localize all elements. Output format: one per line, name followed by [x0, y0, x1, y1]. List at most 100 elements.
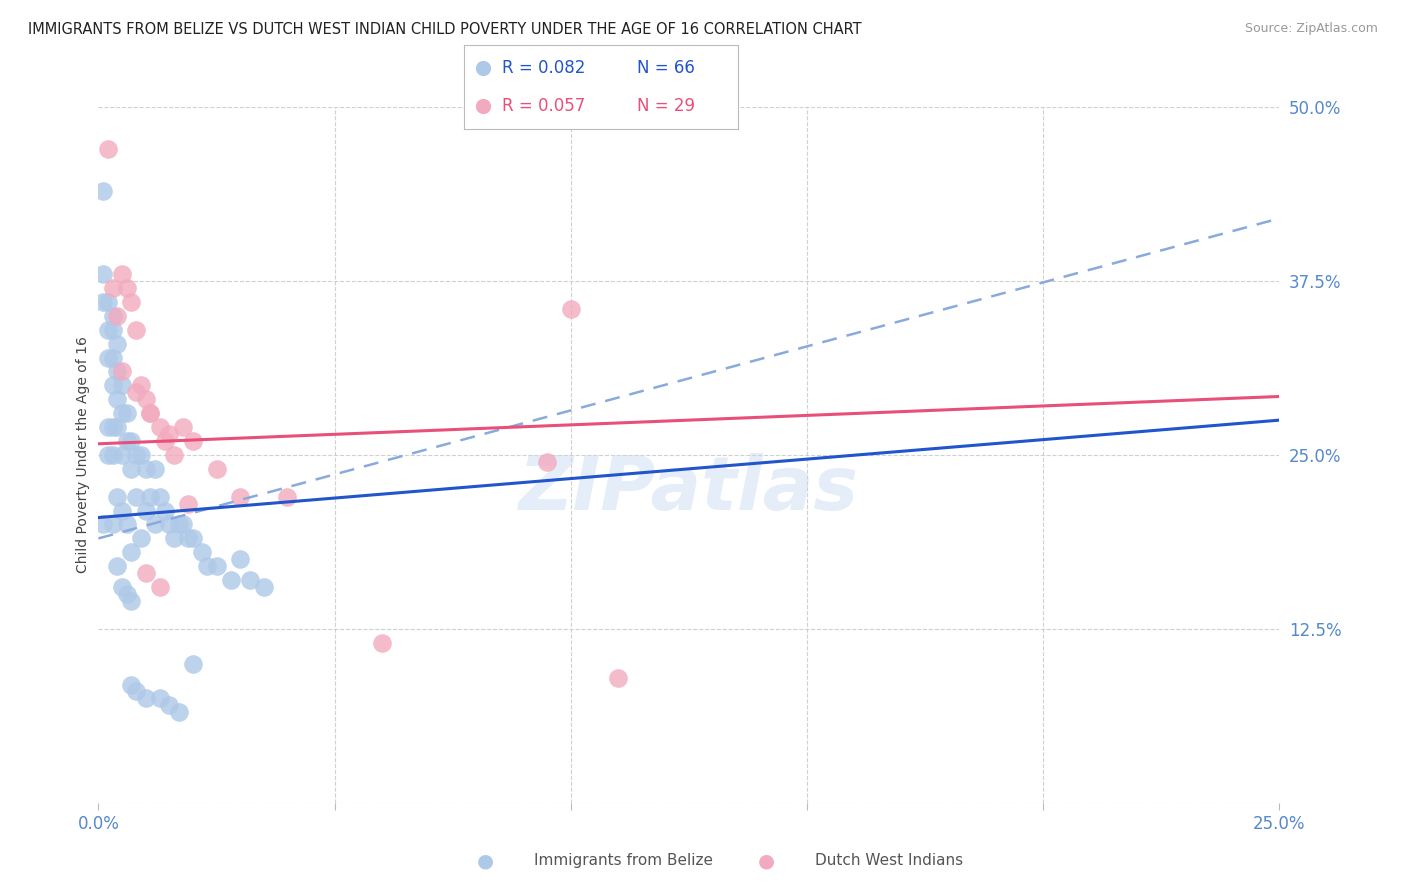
Point [172, 420, 194, 434]
Point [153, 503, 176, 517]
Point [97, 294, 120, 309]
Point [105, 420, 128, 434]
Point [101, 323, 124, 337]
Point [101, 281, 124, 295]
Point [129, 532, 152, 546]
Point [149, 420, 172, 434]
Point [143, 517, 166, 532]
Point [115, 281, 138, 295]
Point [253, 580, 276, 594]
Text: N = 29: N = 29 [637, 96, 695, 114]
Point [101, 420, 124, 434]
Point [135, 566, 157, 581]
Point [607, 671, 630, 685]
Point [125, 684, 148, 698]
Text: IMMIGRANTS FROM BELIZE VS DUTCH WEST INDIAN CHILD POVERTY UNDER THE AGE OF 16 CO: IMMIGRANTS FROM BELIZE VS DUTCH WEST IND… [28, 22, 862, 37]
Point [97, 142, 120, 156]
Point [101, 309, 124, 323]
Point [181, 434, 204, 448]
Point [105, 559, 128, 574]
Point [97, 351, 120, 365]
Point [115, 587, 138, 601]
Point [181, 532, 204, 546]
Point [129, 378, 152, 392]
Point [139, 490, 162, 504]
Point [157, 517, 180, 532]
Point [105, 490, 128, 504]
Point [125, 385, 148, 400]
Point [371, 636, 394, 650]
Point [153, 434, 176, 448]
Point [167, 706, 190, 720]
Point [177, 532, 200, 546]
Point [125, 323, 148, 337]
Point [111, 580, 134, 594]
Point [91, 184, 114, 198]
Point [91, 267, 114, 281]
Point [229, 552, 252, 566]
Point [135, 462, 157, 476]
Point [135, 392, 157, 407]
Point [125, 448, 148, 462]
Point [172, 517, 194, 532]
Point [111, 378, 134, 392]
Point [105, 309, 128, 323]
Point [205, 462, 228, 476]
Point [205, 559, 228, 574]
Point [139, 406, 162, 420]
Point [121, 294, 143, 309]
Point [143, 462, 166, 476]
Point [101, 517, 124, 532]
Point [129, 448, 152, 462]
Point [157, 698, 180, 713]
Point [472, 62, 495, 76]
Text: R = 0.057: R = 0.057 [502, 96, 586, 114]
Point [239, 573, 262, 587]
Point [101, 448, 124, 462]
Point [472, 98, 495, 112]
Point [115, 434, 138, 448]
Point [149, 580, 172, 594]
Point [111, 406, 134, 420]
Text: ZIPatlas: ZIPatlas [519, 453, 859, 526]
Y-axis label: Child Poverty Under the Age of 16: Child Poverty Under the Age of 16 [76, 336, 90, 574]
Point [125, 490, 148, 504]
Point [97, 323, 120, 337]
Point [121, 677, 143, 691]
Point [121, 462, 143, 476]
Point [91, 517, 114, 532]
Point [105, 336, 128, 351]
Point [163, 532, 186, 546]
Point [135, 691, 157, 706]
Point [111, 364, 134, 378]
Point [157, 427, 180, 442]
Point [111, 503, 134, 517]
Point [560, 301, 582, 316]
Point [149, 490, 172, 504]
Point [105, 392, 128, 407]
Point [105, 364, 128, 378]
Point [191, 545, 214, 559]
Text: Dutch West Indians: Dutch West Indians [815, 854, 963, 868]
Text: ●: ● [477, 851, 494, 871]
Point [536, 455, 558, 469]
Point [219, 573, 242, 587]
Text: ●: ● [758, 851, 775, 871]
Point [101, 378, 124, 392]
Point [115, 517, 138, 532]
Text: R = 0.082: R = 0.082 [502, 60, 586, 78]
Point [97, 420, 120, 434]
Point [195, 559, 218, 574]
Point [111, 448, 134, 462]
Point [121, 545, 143, 559]
Point [177, 497, 200, 511]
Point [115, 406, 138, 420]
Point [229, 490, 252, 504]
Point [91, 294, 114, 309]
Point [139, 406, 162, 420]
Point [163, 448, 186, 462]
Point [111, 267, 134, 281]
Point [121, 594, 143, 608]
Text: Source: ZipAtlas.com: Source: ZipAtlas.com [1244, 22, 1378, 36]
Point [121, 434, 143, 448]
